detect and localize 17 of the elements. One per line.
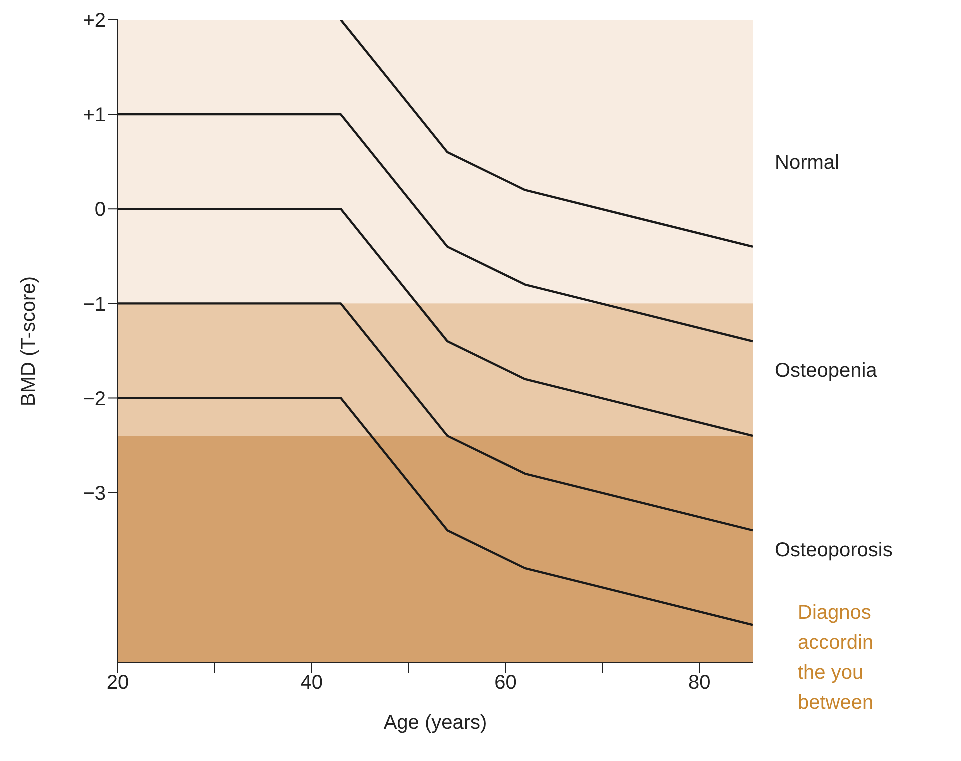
y-tick-label: −3	[83, 482, 106, 505]
note-text: Diagnos accordin the you between	[798, 601, 874, 716]
y-tick-label: −2	[83, 388, 106, 410]
y-tick-label: 0	[94, 199, 106, 222]
band-label: Osteoporosis	[775, 540, 893, 562]
y-tick-label: +2	[83, 10, 106, 32]
y-tick-label: −1	[83, 294, 106, 316]
band-label: Osteopenia	[775, 360, 878, 382]
x-axis-title: Age (years)	[384, 712, 488, 734]
x-tick-label: 60	[494, 672, 517, 694]
y-axis-title: BMD (T-score)	[18, 276, 40, 406]
band-label: Normal	[775, 152, 840, 174]
x-tick-label: 40	[300, 672, 324, 694]
x-tick-label: 20	[106, 672, 130, 694]
line-series	[340, 20, 753, 248]
y-tick-label: +1	[83, 104, 106, 127]
x-tick-label: 80	[688, 672, 711, 694]
